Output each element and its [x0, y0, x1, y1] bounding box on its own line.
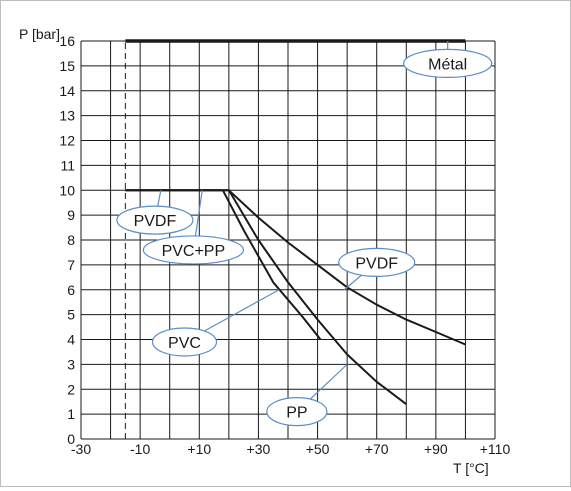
callout-bubble [403, 48, 493, 78]
callout-bubble [142, 235, 244, 265]
y-axis-label: P [bar] [19, 26, 60, 42]
x-tick-label: +30 [247, 441, 271, 457]
y-tick-label: 6 [67, 282, 75, 298]
x-tick-label: +10 [187, 441, 211, 457]
y-tick-label: 7 [67, 257, 75, 273]
callout-label: Métal [428, 56, 467, 73]
y-tick-label: 5 [67, 307, 75, 323]
callouts: Métal PVDF PVC+PP PVDF PVC PP [116, 41, 493, 427]
y-tick-label: 4 [67, 332, 75, 348]
callout-label: PVDF [134, 213, 177, 230]
y-tick-label: 2 [67, 381, 75, 397]
y-tick-label: 9 [67, 207, 75, 223]
x-tick-label: +110 [480, 441, 511, 457]
callout-bubble [151, 327, 218, 357]
y-tick-label: 8 [67, 232, 75, 248]
y-tick-label: 15 [59, 58, 75, 74]
callout-label: PP [286, 405, 307, 422]
x-tick-label: +70 [365, 441, 389, 457]
series-lines [125, 39, 466, 405]
x-tick-label: -30 [71, 441, 91, 457]
callout-bubble [266, 397, 328, 427]
y-tick-label: 11 [60, 157, 75, 173]
grid [80, 40, 496, 440]
callout-label: PVDF [355, 255, 398, 272]
y-tick-label: 1 [67, 406, 75, 422]
x-tick-label: +50 [306, 441, 330, 457]
series-line-pp [125, 189, 407, 405]
y-tick-label: 0 [67, 431, 75, 447]
callout-label: PVC [168, 335, 201, 352]
callout-bubble [338, 247, 416, 277]
y-tick-label: 10 [59, 182, 75, 198]
y-tick-label: 14 [59, 83, 75, 99]
x-axis-label: T [°C] [453, 460, 489, 476]
y-tick-label: 13 [59, 108, 75, 124]
y-tick-label: 3 [67, 356, 75, 372]
callout-bubble [116, 205, 194, 235]
x-tick-label: +90 [424, 441, 448, 457]
series-line-pvdf [125, 189, 466, 346]
x-tick-label: -10 [130, 441, 150, 457]
y-tick-label: 16 [59, 33, 75, 49]
y-tick-label: 12 [59, 133, 75, 149]
callout-label: PVC+PP [162, 243, 226, 260]
